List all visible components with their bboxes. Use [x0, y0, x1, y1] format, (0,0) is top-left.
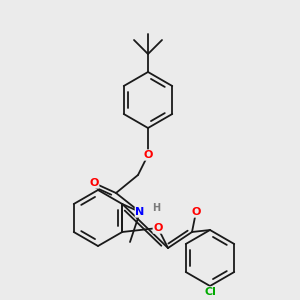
Text: Cl: Cl	[204, 287, 216, 297]
Text: O: O	[153, 223, 163, 233]
Text: N: N	[135, 207, 145, 217]
Text: H: H	[152, 203, 160, 213]
Text: O: O	[191, 207, 201, 217]
Text: O: O	[143, 150, 153, 160]
Text: O: O	[89, 178, 99, 188]
